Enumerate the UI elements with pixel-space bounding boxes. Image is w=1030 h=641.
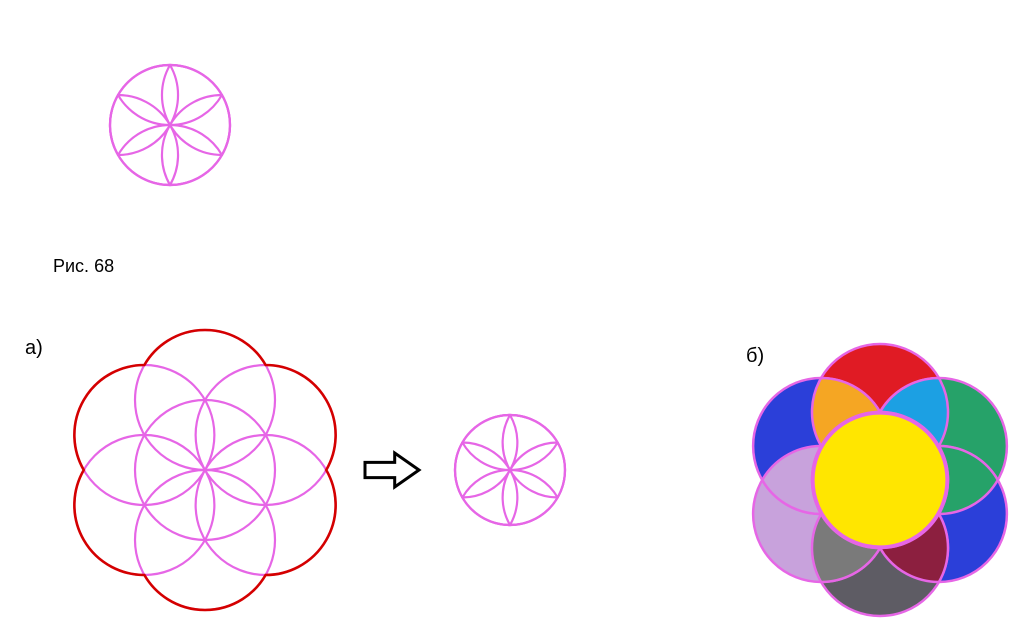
colored-seed-of-life-diagram [710, 310, 1030, 641]
flower-diagram-top [50, 5, 290, 245]
flower-diagram-result [400, 360, 620, 580]
seed-of-life-diagram [30, 295, 380, 641]
figure-caption: Рис. 68 [53, 256, 114, 277]
